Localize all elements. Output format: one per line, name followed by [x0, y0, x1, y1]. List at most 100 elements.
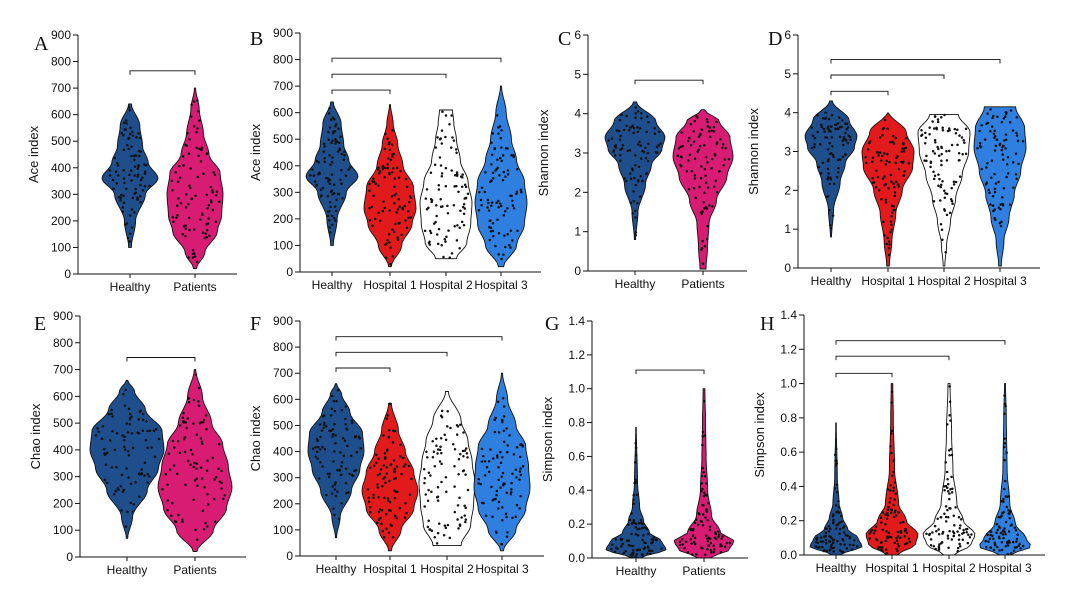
data-point: [501, 471, 505, 475]
data-point: [497, 132, 500, 135]
data-point: [635, 553, 638, 556]
data-point: [496, 166, 500, 170]
data-point: [677, 147, 681, 150]
data-point: [848, 543, 852, 547]
data-point: [840, 125, 843, 129]
data-point: [116, 161, 119, 165]
data-point: [881, 127, 885, 131]
data-point: [407, 216, 410, 220]
data-point: [681, 537, 684, 541]
data-point: [506, 172, 510, 176]
data-point: [328, 429, 331, 432]
data-point: [617, 129, 621, 133]
data-point: [439, 445, 442, 449]
data-point: [172, 220, 175, 224]
data-point: [314, 455, 318, 458]
data-point: [378, 472, 382, 475]
data-point: [708, 537, 712, 541]
data-point: [429, 231, 433, 235]
data-point: [181, 233, 185, 236]
data-point: [992, 548, 996, 552]
data-point: [326, 194, 329, 198]
data-point: [1002, 158, 1005, 162]
data-point: [456, 518, 459, 521]
data-point: [342, 454, 346, 457]
data-point: [422, 468, 426, 471]
data-point: [205, 236, 209, 239]
data-point: [704, 516, 707, 519]
data-point: [131, 196, 135, 200]
data-point: [390, 153, 394, 156]
data-point: [125, 422, 129, 425]
data-point: [1015, 131, 1018, 135]
data-point: [708, 204, 711, 207]
data-point: [483, 474, 487, 477]
data-point: [889, 230, 892, 234]
data-point: [466, 488, 470, 492]
data-point: [127, 136, 131, 140]
data-point: [1008, 516, 1011, 520]
data-point: [838, 511, 841, 514]
data-point: [138, 472, 141, 475]
data-point: [818, 143, 822, 146]
data-point: [721, 535, 724, 538]
data-point: [642, 522, 645, 526]
data-point: [148, 184, 151, 188]
data-point: [892, 208, 895, 212]
data-point: [964, 152, 968, 155]
data-point: [929, 543, 933, 547]
data-point: [689, 527, 693, 531]
data-point: [197, 400, 200, 403]
data-point: [828, 128, 831, 132]
data-point: [437, 522, 441, 525]
data-point: [943, 208, 946, 211]
data-point: [990, 159, 994, 163]
data-point: [141, 412, 145, 416]
data-point: [659, 142, 662, 145]
data-point: [953, 127, 957, 131]
data-point: [350, 421, 354, 425]
data-point: [890, 429, 894, 433]
data-point: [711, 205, 714, 208]
data-point: [437, 188, 441, 191]
data-point: [903, 170, 906, 173]
data-point: [897, 185, 901, 188]
data-point: [378, 169, 382, 173]
data-point: [201, 509, 205, 513]
data-point: [182, 411, 185, 415]
data-point: [615, 129, 619, 132]
data-point: [497, 126, 500, 129]
data-point: [320, 429, 324, 432]
data-point: [515, 476, 518, 479]
data-point: [646, 545, 649, 548]
data-point: [514, 515, 517, 518]
data-point: [318, 423, 322, 426]
data-point: [1004, 133, 1008, 136]
violin-hospital-1: [865, 383, 919, 556]
data-point: [691, 534, 695, 537]
data-point: [502, 213, 506, 217]
data-point: [844, 131, 847, 135]
data-point: [993, 172, 996, 176]
data-point: [459, 175, 463, 178]
data-point: [127, 105, 131, 109]
data-point: [934, 141, 937, 144]
data-point: [192, 465, 195, 469]
significance-bracket: [830, 90, 889, 96]
data-point: [937, 147, 940, 151]
data-point: [504, 512, 508, 516]
data-point: [634, 216, 637, 219]
data-point: [989, 533, 992, 537]
y-tick-label: 900: [51, 28, 71, 42]
data-point: [205, 193, 209, 196]
data-point: [644, 172, 648, 176]
y-tick-label: 600: [273, 392, 293, 406]
data-point: [639, 144, 642, 147]
data-point: [405, 511, 408, 515]
data-point: [835, 524, 839, 527]
data-point: [947, 449, 951, 452]
data-point: [440, 172, 444, 175]
data-point: [487, 459, 491, 463]
data-point: [199, 421, 203, 424]
